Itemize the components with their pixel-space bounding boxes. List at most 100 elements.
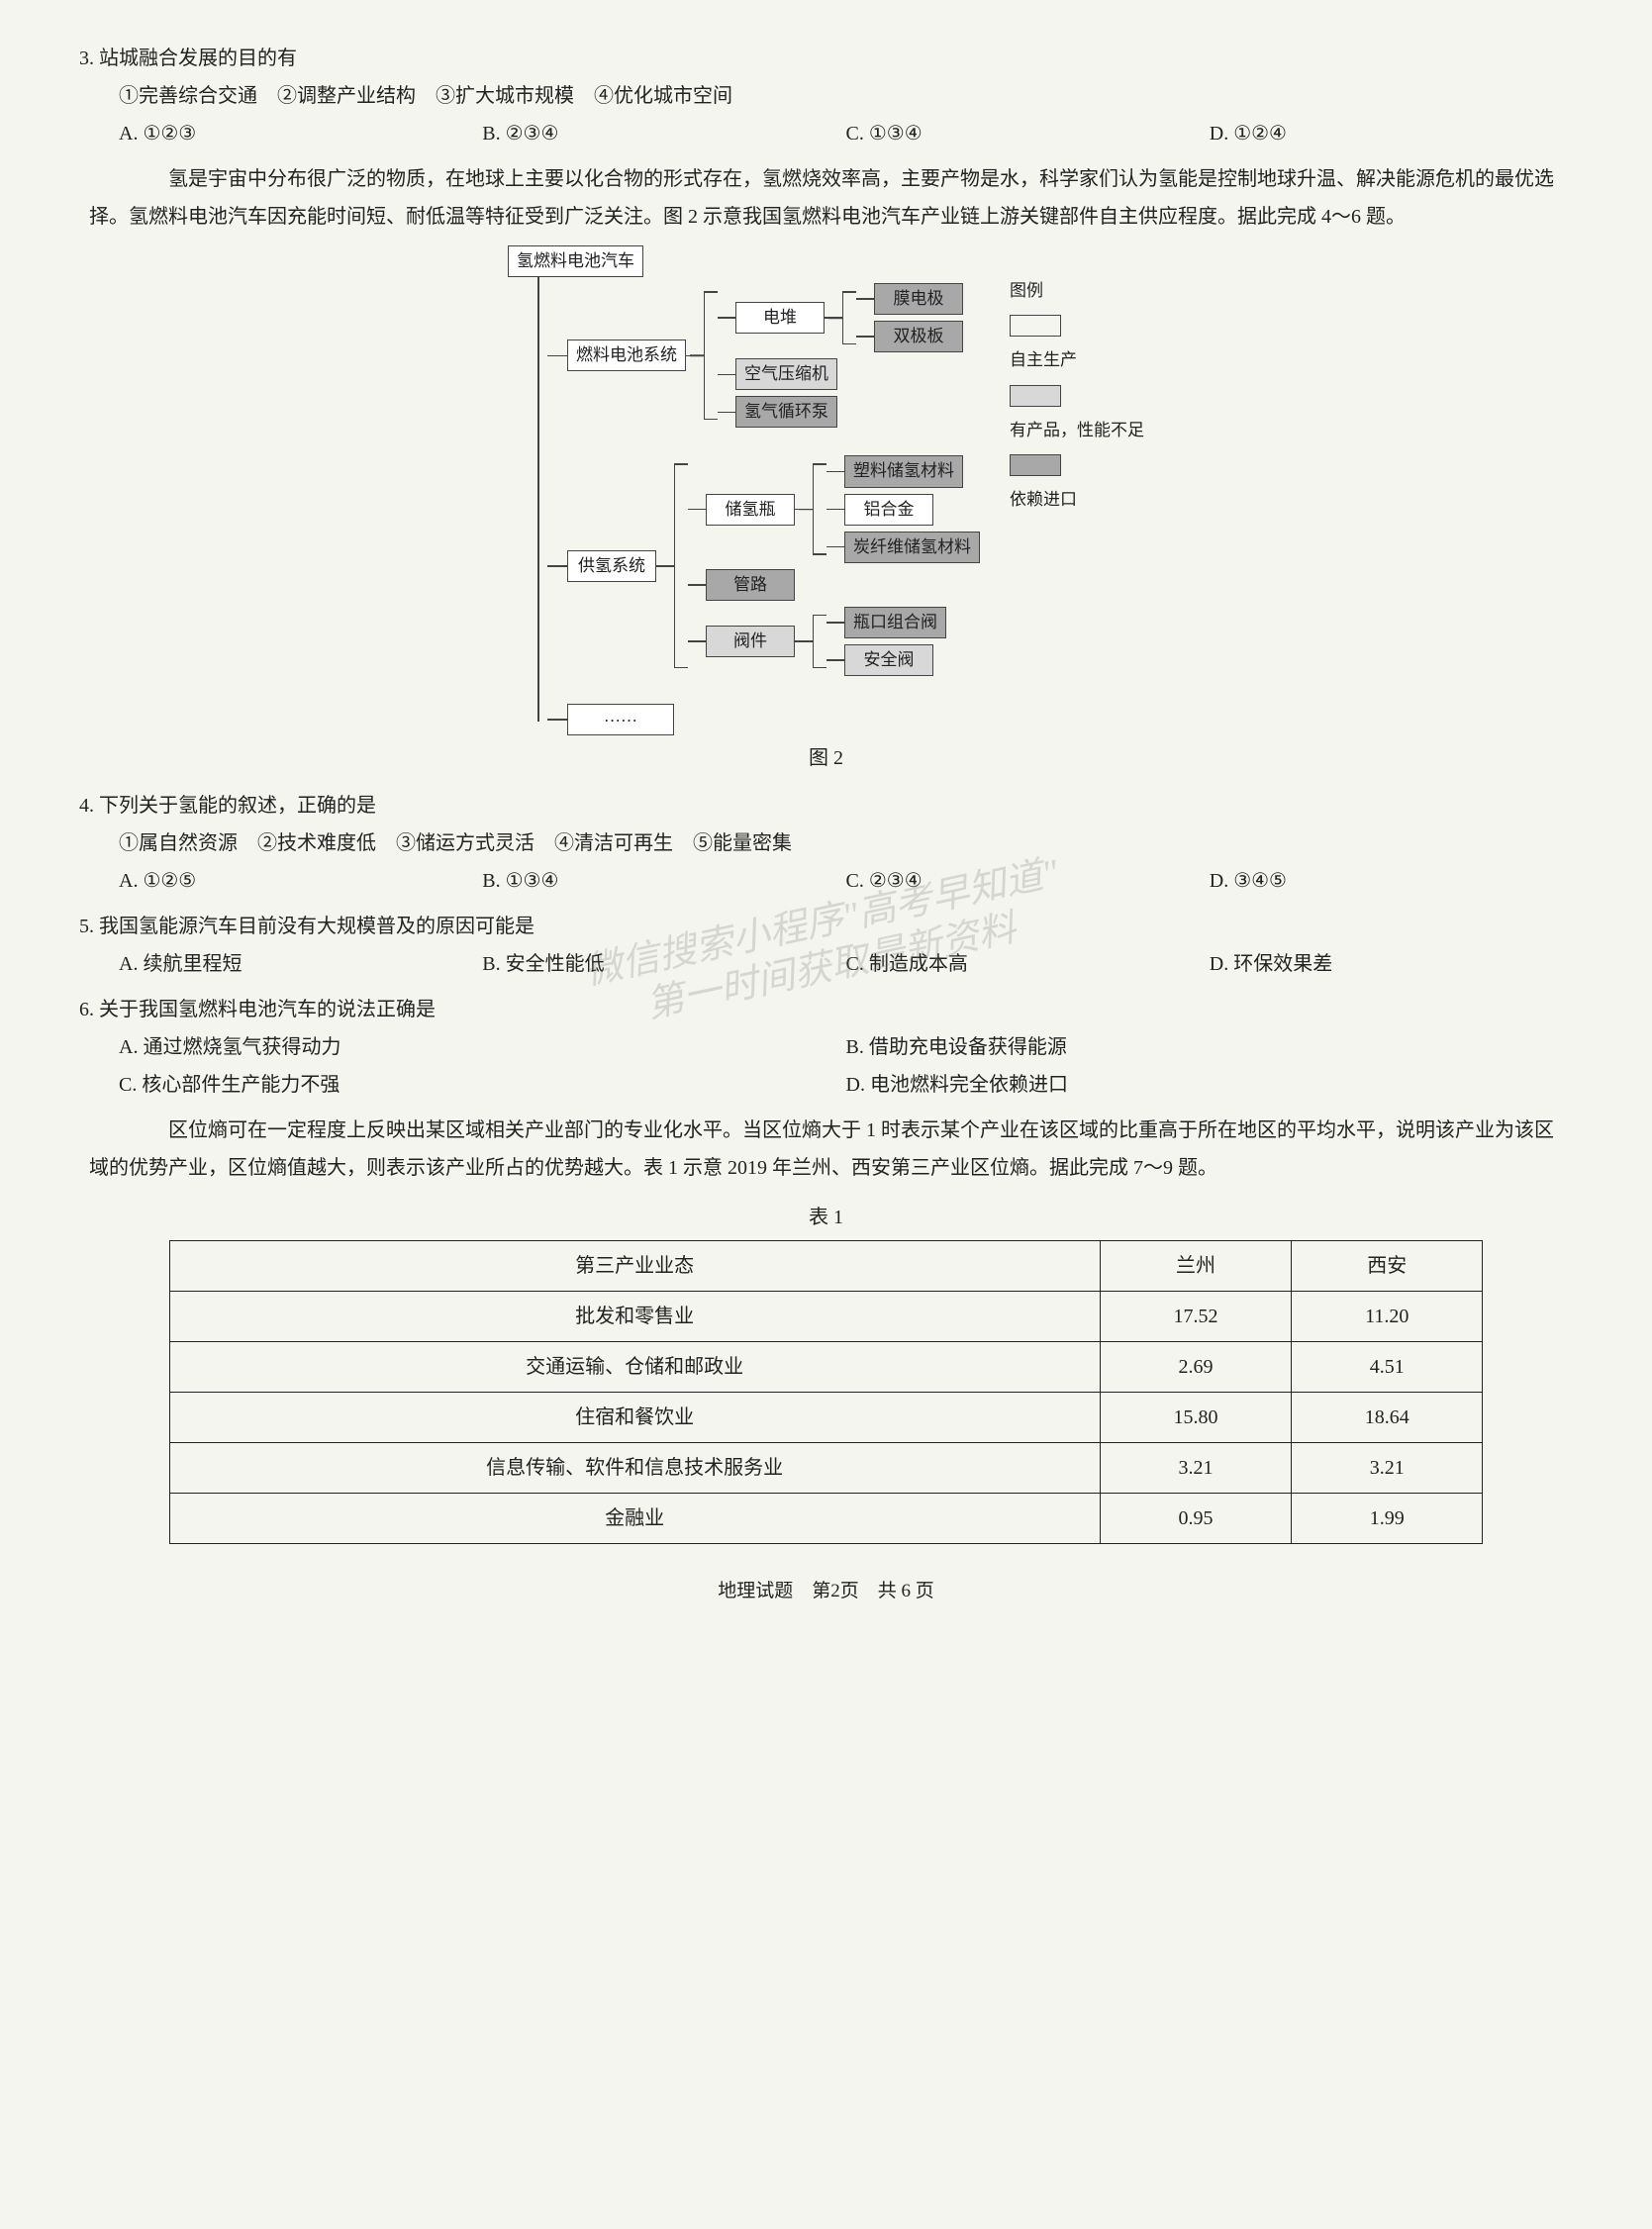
table-header-row: 第三产业业态 兰州 西安 [169, 1241, 1483, 1292]
table-row: 批发和零售业 17.52 11.20 [169, 1292, 1483, 1342]
bracket-icon [704, 283, 718, 428]
q6-options-row1: A. 通过燃烧氢气获得动力 B. 借助充电设备获得能源 [79, 1028, 1573, 1066]
cell: 金融业 [169, 1494, 1100, 1544]
cell: 17.52 [1100, 1292, 1291, 1342]
table-row: 信息传输、软件和信息技术服务业 3.21 3.21 [169, 1443, 1483, 1494]
node-mea: 膜电极 [874, 283, 963, 315]
node-dianzhui: 电堆 [735, 302, 825, 334]
node-ellipsis: …… [567, 704, 674, 735]
q3-statements: ①完善综合交通 ②调整产业结构 ③扩大城市规模 ④优化城市空间 [79, 77, 1573, 115]
cell: 18.64 [1292, 1393, 1483, 1443]
q3-opt-d[interactable]: D. ①②④ [1210, 115, 1573, 152]
legend: 图例 自主生产 有产品，性能不足 依赖进口 [1010, 245, 1144, 516]
node-carbon-mat: 炭纤维储氢材料 [844, 532, 980, 563]
node-plastic-mat: 塑料储氢材料 [844, 455, 963, 487]
cell: 0.95 [1100, 1494, 1291, 1544]
legend-item-light [1010, 385, 1144, 407]
q4-statements: ①属自然资源 ②技术难度低 ③储运方式灵活 ④清洁可再生 ⑤能量密集 [79, 824, 1573, 862]
q3-opt-c[interactable]: C. ①③④ [846, 115, 1210, 152]
legend-text-dark: 依赖进口 [1010, 484, 1144, 516]
q4-opt-d[interactable]: D. ③④⑤ [1210, 862, 1573, 900]
q4-options: A. ①②⑤ B. ①③④ C. ②③④ D. ③④⑤ [79, 862, 1573, 900]
q6-opt-a[interactable]: A. 通过燃烧氢气获得动力 [119, 1028, 846, 1066]
question-6: 6. 关于我国氢燃料电池汽车的说法正确是 A. 通过燃烧氢气获得动力 B. 借助… [79, 991, 1573, 1104]
passage-entropy: 区位熵可在一定程度上反映出某区域相关产业部门的专业化水平。当区位熵大于 1 时表… [79, 1112, 1573, 1187]
cell: 批发和零售业 [169, 1292, 1100, 1342]
swatch-white-icon [1010, 315, 1061, 337]
question-3: 3. 站城融合发展的目的有 ①完善综合交通 ②调整产业结构 ③扩大城市规模 ④优… [79, 40, 1573, 152]
node-combo-valve: 瓶口组合阀 [844, 607, 946, 638]
q4-opt-a[interactable]: A. ①②⑤ [119, 862, 482, 900]
q6-text: 关于我国氢燃料电池汽车的说法正确是 [99, 999, 436, 1020]
legend-item-self [1010, 315, 1144, 337]
q6-opt-d[interactable]: D. 电池燃料完全依赖进口 [846, 1066, 1574, 1104]
q4-num: 4. [79, 795, 94, 817]
cell: 交通运输、仓储和邮政业 [169, 1342, 1100, 1393]
node-safety-valve: 安全阀 [844, 644, 933, 676]
q4-text: 下列关于氢能的叙述，正确的是 [99, 795, 376, 817]
q4-opt-c[interactable]: C. ②③④ [846, 862, 1210, 900]
bracket-icon [842, 283, 856, 352]
figure-2: 氢燃料电池汽车 燃料电池系统 [79, 245, 1573, 735]
node-bipolar: 双极板 [874, 321, 963, 352]
node-sys1: 燃料电池系统 [567, 339, 686, 371]
q6-opt-c[interactable]: C. 核心部件生产能力不强 [119, 1066, 846, 1104]
page-footer: 地理试题 第2页 共 6 页 [79, 1574, 1573, 1609]
node-al-alloy: 铝合金 [844, 494, 933, 526]
cell: 1.99 [1292, 1494, 1483, 1544]
q6-options-row2: C. 核心部件生产能力不强 D. 电池燃料完全依赖进口 [79, 1066, 1573, 1104]
q5-options: A. 续航里程短 B. 安全性能低 C. 制造成本高 D. 环保效果差 [79, 945, 1573, 983]
q5-opt-c[interactable]: C. 制造成本高 [846, 945, 1210, 983]
cell: 住宿和餐饮业 [169, 1393, 1100, 1443]
swatch-dark-icon [1010, 454, 1061, 476]
cell: 3.21 [1292, 1443, 1483, 1494]
node-h2-pump: 氢气循环泵 [735, 396, 837, 428]
node-sys2: 供氢系统 [567, 550, 656, 582]
table-caption: 表 1 [79, 1199, 1573, 1236]
q3-opt-a[interactable]: A. ①②③ [119, 115, 482, 152]
cell: 3.21 [1100, 1443, 1291, 1494]
q3-stem: 3. 站城融合发展的目的有 [79, 40, 1573, 77]
node-air-compressor: 空气压缩机 [735, 358, 837, 390]
q3-text: 站城融合发展的目的有 [99, 48, 297, 69]
legend-title: 图例 [1010, 275, 1144, 307]
cell: 信息传输、软件和信息技术服务业 [169, 1443, 1100, 1494]
table-row: 住宿和餐饮业 15.80 18.64 [169, 1393, 1483, 1443]
bracket-icon [813, 607, 826, 676]
swatch-light-icon [1010, 385, 1061, 407]
table-row: 交通运输、仓储和邮政业 2.69 4.51 [169, 1342, 1483, 1393]
bracket-icon [674, 455, 688, 676]
cell: 15.80 [1100, 1393, 1291, 1443]
legend-text-self: 自主生产 [1010, 344, 1144, 376]
figure-caption: 图 2 [79, 739, 1573, 777]
q3-num: 3. [79, 48, 94, 69]
node-tank: 储氢瓶 [706, 494, 795, 526]
q5-opt-d[interactable]: D. 环保效果差 [1210, 945, 1573, 983]
question-4: 4. 下列关于氢能的叙述，正确的是 ①属自然资源 ②技术难度低 ③储运方式灵活 … [79, 787, 1573, 900]
cell: 4.51 [1292, 1342, 1483, 1393]
q5-text: 我国氢能源汽车目前没有大规模普及的原因可能是 [99, 916, 534, 937]
cell: 2.69 [1100, 1342, 1291, 1393]
table-row: 金融业 0.95 1.99 [169, 1494, 1483, 1544]
table-1: 第三产业业态 兰州 西安 批发和零售业 17.52 11.20 交通运输、仓储和… [169, 1240, 1484, 1544]
col-xian: 西安 [1292, 1241, 1483, 1292]
question-5: 5. 我国氢能源汽车目前没有大规模普及的原因可能是 A. 续航里程短 B. 安全… [79, 908, 1573, 983]
node-valve: 阀件 [706, 626, 795, 657]
legend-text-light: 有产品，性能不足 [1010, 415, 1144, 446]
q5-num: 5. [79, 916, 94, 937]
bracket-icon [813, 455, 826, 562]
q5-opt-b[interactable]: B. 安全性能低 [482, 945, 845, 983]
passage-hydrogen: 氢是宇宙中分布很广泛的物质，在地球上主要以化合物的形式存在，氢燃烧效率高，主要产… [79, 160, 1573, 236]
cell: 11.20 [1292, 1292, 1483, 1342]
tree-diagram: 氢燃料电池汽车 燃料电池系统 [508, 245, 980, 735]
q6-num: 6. [79, 999, 94, 1020]
q4-opt-b[interactable]: B. ①③④ [482, 862, 845, 900]
col-lanzhou: 兰州 [1100, 1241, 1291, 1292]
q3-opt-b[interactable]: B. ②③④ [482, 115, 845, 152]
node-root: 氢燃料电池汽车 [508, 245, 643, 277]
col-industry: 第三产业业态 [169, 1241, 1100, 1292]
q5-opt-a[interactable]: A. 续航里程短 [119, 945, 482, 983]
q3-options: A. ①②③ B. ②③④ C. ①③④ D. ①②④ [79, 115, 1573, 152]
node-pipe: 管路 [706, 569, 795, 601]
q6-opt-b[interactable]: B. 借助充电设备获得能源 [846, 1028, 1574, 1066]
